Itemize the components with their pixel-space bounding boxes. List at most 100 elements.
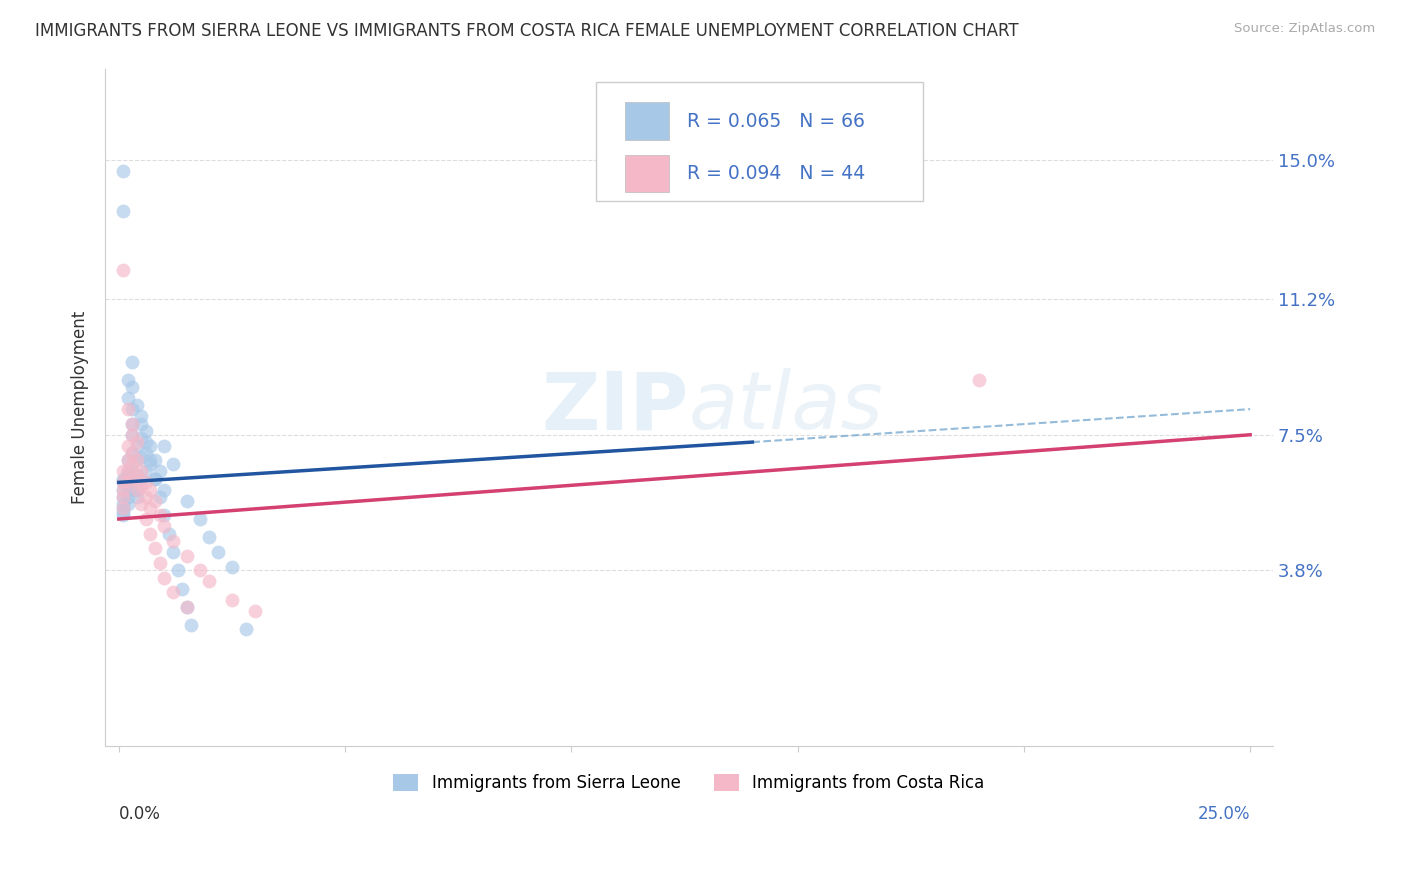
Point (135, 512, 157, 526)
Point (143, 541, 166, 556)
Point (139, 501, 162, 516)
Point (131, 450, 153, 464)
Point (166, 563, 188, 577)
Point (131, 417, 153, 431)
Legend: Immigrants from Sierra Leone, Immigrants from Costa Rica: Immigrants from Sierra Leone, Immigrants… (387, 767, 991, 798)
Point (131, 432, 153, 446)
Point (148, 556, 170, 570)
Point (112, 483, 135, 497)
Point (125, 453, 148, 467)
Text: Source: ZipAtlas.com: Source: ZipAtlas.com (1234, 22, 1375, 36)
Point (131, 497, 153, 511)
Point (121, 457, 143, 471)
Point (112, 464, 135, 478)
Point (162, 585, 184, 599)
Point (121, 483, 143, 497)
FancyBboxPatch shape (624, 103, 669, 140)
Point (172, 582, 194, 596)
Point (121, 446, 143, 460)
Point (125, 483, 148, 497)
Point (112, 501, 135, 516)
Point (135, 464, 157, 478)
Point (121, 464, 143, 478)
Point (153, 508, 176, 523)
Point (125, 468, 148, 483)
Point (198, 530, 221, 544)
Point (243, 603, 266, 617)
Point (153, 483, 176, 497)
Point (139, 457, 162, 471)
Point (117, 402, 139, 417)
Point (112, 501, 135, 516)
Point (121, 354, 143, 368)
Point (135, 424, 157, 438)
Point (162, 457, 184, 471)
Point (125, 453, 148, 467)
Point (121, 417, 143, 431)
Point (125, 399, 148, 413)
Point (148, 464, 170, 478)
Point (117, 373, 139, 387)
Point (221, 592, 243, 607)
Point (112, 508, 135, 523)
Point (135, 475, 157, 490)
Point (235, 622, 257, 636)
Point (112, 475, 135, 490)
Point (153, 571, 176, 585)
Point (112, 505, 135, 519)
Point (125, 490, 148, 504)
Point (121, 380, 143, 394)
Point (135, 490, 157, 504)
Point (112, 204, 135, 219)
Point (125, 439, 148, 453)
Point (117, 475, 139, 490)
Point (139, 453, 162, 467)
Point (112, 472, 135, 486)
Point (176, 493, 198, 508)
FancyBboxPatch shape (624, 154, 669, 192)
Point (117, 391, 139, 405)
Point (207, 545, 229, 559)
Y-axis label: Female Unemployment: Female Unemployment (72, 310, 89, 504)
Point (121, 427, 143, 442)
Point (117, 464, 139, 478)
Text: 25.0%: 25.0% (1198, 805, 1250, 822)
Point (135, 435, 157, 450)
Point (188, 512, 211, 526)
Point (117, 490, 139, 504)
Text: ZIP: ZIP (541, 368, 689, 446)
FancyBboxPatch shape (596, 82, 922, 201)
Point (131, 479, 153, 493)
Point (176, 599, 198, 614)
Point (125, 468, 148, 483)
Point (125, 435, 148, 450)
Point (117, 439, 139, 453)
Point (112, 497, 135, 511)
Point (117, 483, 139, 497)
Point (121, 417, 143, 431)
Point (131, 409, 153, 424)
Point (176, 599, 198, 614)
Point (117, 468, 139, 483)
Point (117, 453, 139, 467)
Point (125, 483, 148, 497)
Point (131, 464, 153, 478)
Text: atlas: atlas (689, 368, 884, 446)
Point (198, 574, 221, 589)
Point (162, 533, 184, 548)
Point (221, 559, 243, 574)
Point (157, 526, 180, 541)
Point (176, 549, 198, 563)
Point (112, 475, 135, 490)
Point (153, 439, 176, 453)
Point (131, 472, 153, 486)
Point (121, 472, 143, 486)
Text: R = 0.094   N = 44: R = 0.094 N = 44 (686, 164, 865, 183)
Point (139, 483, 162, 497)
Point (121, 427, 143, 442)
Point (162, 545, 184, 559)
Point (143, 493, 166, 508)
Point (188, 563, 211, 577)
Point (148, 490, 170, 504)
Point (117, 464, 139, 478)
